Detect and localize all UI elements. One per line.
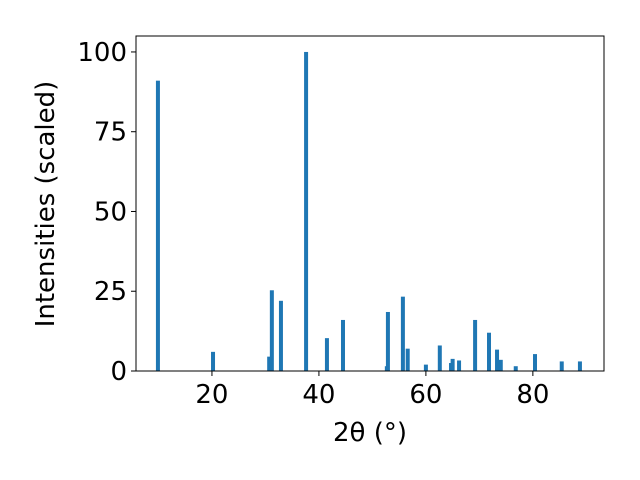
bar [304, 51, 309, 371]
y-tick-label: 25 [94, 277, 127, 307]
bar [400, 296, 405, 371]
bar [559, 361, 564, 371]
bar [437, 345, 442, 371]
bar [498, 359, 503, 371]
bar [533, 354, 538, 371]
y-axis-label: Intensities (scaled) [31, 81, 61, 328]
bar [155, 80, 160, 372]
y-tick-label: 100 [77, 38, 127, 68]
bar [495, 349, 500, 371]
bar [487, 332, 492, 371]
y-tick-label: 50 [94, 197, 127, 227]
x-tick-label: 40 [302, 380, 335, 410]
x-axis-label: 2θ (°) [333, 418, 407, 448]
x-tick-label: 20 [195, 380, 228, 410]
bar [450, 358, 455, 371]
bar [423, 364, 428, 371]
bar [577, 361, 582, 371]
bar [278, 300, 283, 371]
bar [269, 290, 274, 371]
bar [405, 348, 410, 371]
x-tick-label: 60 [409, 380, 442, 410]
x-tick-label: 80 [516, 380, 549, 410]
bar [457, 360, 462, 371]
bar [473, 319, 478, 371]
bar [211, 351, 216, 371]
bar [267, 356, 272, 371]
bar [340, 319, 345, 371]
y-tick-label: 75 [94, 118, 127, 148]
bar [324, 338, 329, 371]
y-tick-label: 0 [110, 357, 127, 387]
bar [513, 366, 518, 371]
plot-frame [135, 35, 605, 372]
bar [385, 311, 390, 371]
